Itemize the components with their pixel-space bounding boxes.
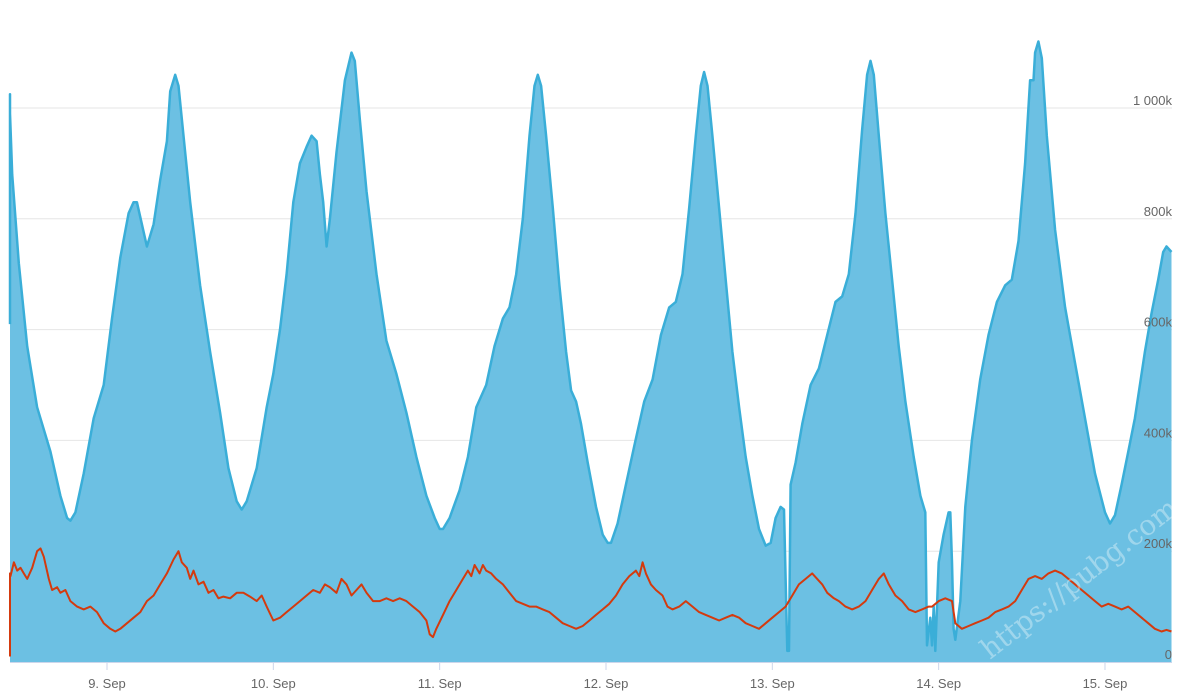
y-tick-label: 0 bbox=[1165, 647, 1172, 662]
x-tick-label: 15. Sep bbox=[1083, 676, 1128, 691]
x-tick-label: 14. Sep bbox=[916, 676, 961, 691]
y-tick-label: 400k bbox=[1144, 425, 1173, 440]
x-tick-label: 10. Sep bbox=[251, 676, 296, 691]
y-axis-tick-labels: 0 200k 400k 600k 800k 1 000k bbox=[1133, 93, 1173, 662]
line-series-path bbox=[9, 547, 1172, 657]
area-series-line bbox=[8, 40, 1173, 653]
x-tick-label: 13. Sep bbox=[750, 676, 795, 691]
x-tick-label: 11. Sep bbox=[418, 676, 462, 691]
y-tick-label: 800k bbox=[1144, 204, 1173, 219]
area-fill bbox=[10, 41, 1172, 662]
y-tick-label: 200k bbox=[1144, 536, 1173, 551]
line-series-group bbox=[9, 547, 1172, 657]
y-tick-label: 600k bbox=[1144, 315, 1173, 330]
y-tick-label: 1 000k bbox=[1133, 93, 1173, 108]
area-series-group bbox=[8, 40, 1173, 662]
x-tick-label: 12. Sep bbox=[584, 676, 629, 691]
x-axis-tick-labels: 9. Sep 10. Sep 11. Sep 12. Sep 13. Sep 14. Se… bbox=[88, 662, 1127, 691]
x-tick-label: 9. Sep bbox=[88, 676, 126, 691]
